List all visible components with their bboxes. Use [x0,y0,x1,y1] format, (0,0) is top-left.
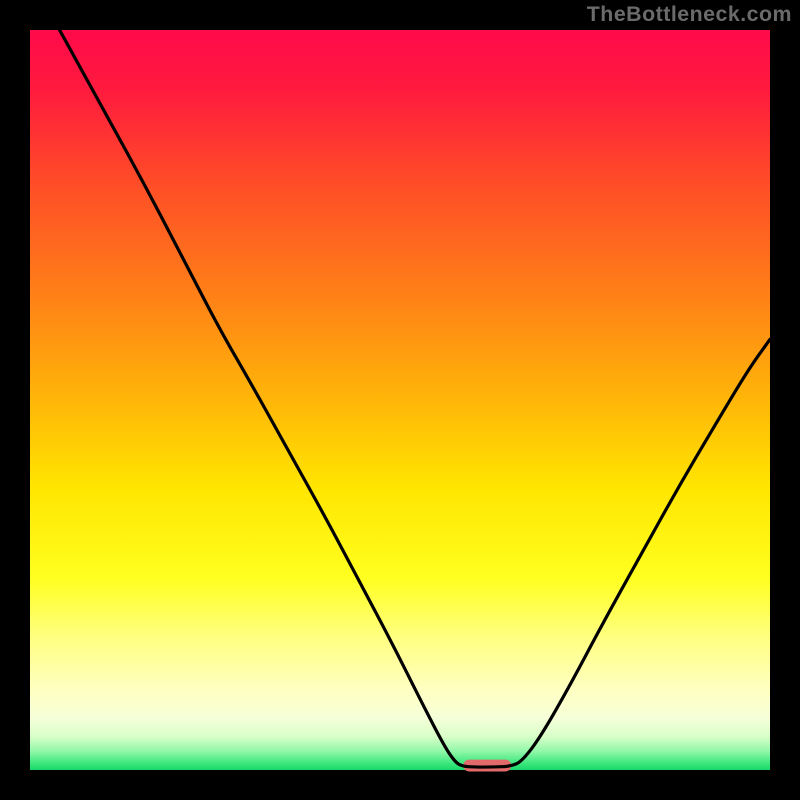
chart-frame: TheBottleneck.com [0,0,800,800]
watermark-text: TheBottleneck.com [587,2,792,27]
bottleneck-chart [0,0,800,800]
